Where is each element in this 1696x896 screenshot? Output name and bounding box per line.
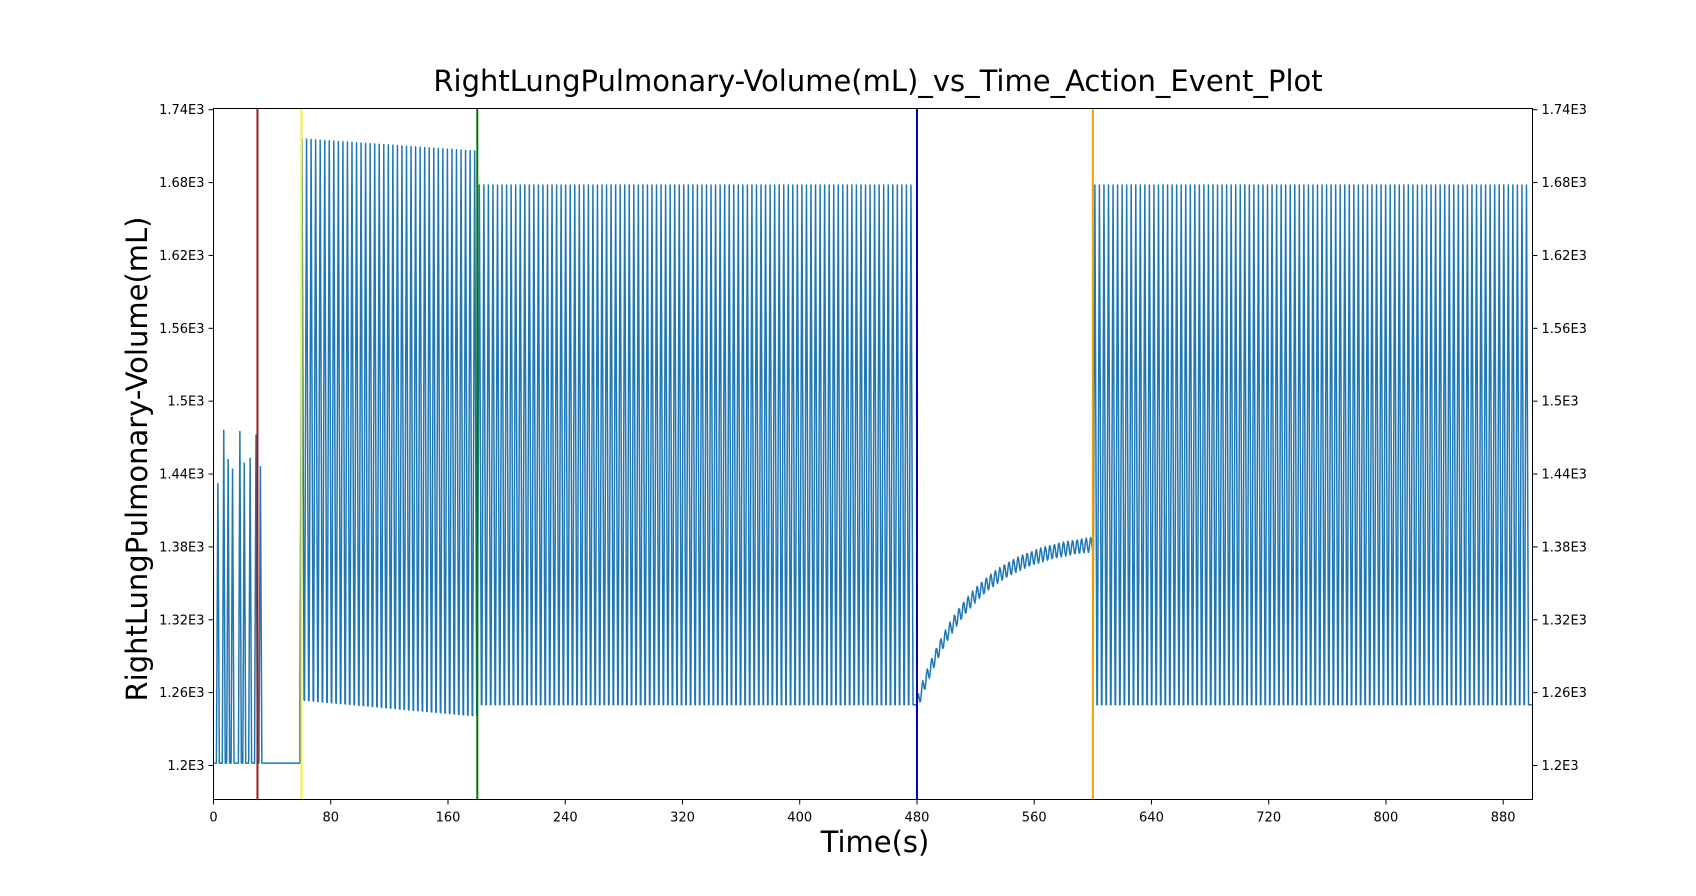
- y-tick-label-left: 1.38E3: [159, 540, 204, 555]
- x-tick-label: 320: [670, 811, 695, 826]
- y-tick-label-left: 1.56E3: [159, 322, 204, 337]
- chart-title: RightLungPulmonary-Volume(mL)_vs_Time_Ac…: [433, 64, 1322, 98]
- x-tick-label: 160: [436, 811, 461, 826]
- y-tick-label-left: 1.68E3: [159, 176, 204, 191]
- x-tick-label: 800: [1374, 811, 1399, 826]
- y-tick-label-right: 1.74E3: [1542, 103, 1587, 118]
- y-tick-label-left: 1.32E3: [159, 613, 204, 628]
- x-tick-label: 880: [1491, 811, 1516, 826]
- x-tick-label: 480: [905, 811, 930, 826]
- series-line: [213, 138, 1533, 764]
- y-tick-label-right: 1.56E3: [1542, 322, 1587, 337]
- y-tick-label-left: 1.62E3: [159, 249, 204, 264]
- y-tick-label-left: 1.44E3: [159, 468, 204, 483]
- x-tick-label: 400: [787, 811, 812, 826]
- y-tick-label-left: 1.74E3: [159, 103, 204, 118]
- y-tick-label-right: 1.2E3: [1542, 759, 1579, 774]
- y-tick-label-left: 1.26E3: [159, 686, 204, 701]
- y-tick-label-right: 1.32E3: [1542, 613, 1587, 628]
- x-tick-label: 80: [322, 811, 339, 826]
- y-tick-label-left: 1.5E3: [167, 395, 204, 410]
- x-tick-label: 560: [1022, 811, 1047, 826]
- x-tick-label: 240: [553, 811, 578, 826]
- y-axis-label: RightLungPulmonary-Volume(mL): [120, 217, 154, 702]
- x-tick-label: 0: [209, 811, 217, 826]
- plot-area: [213, 108, 1533, 800]
- x-axis-label: Time(s): [820, 825, 930, 859]
- y-tick-label-right: 1.62E3: [1542, 249, 1587, 264]
- y-tick-label-right: 1.26E3: [1542, 686, 1587, 701]
- y-tick-label-right: 1.5E3: [1542, 395, 1579, 410]
- y-tick-label-left: 1.2E3: [167, 759, 204, 774]
- axis-ticks: 0 80 160 240 320 400 480 560 640 720 800 880 1.2E3 1.…: [159, 103, 1587, 825]
- x-tick-label: 640: [1139, 811, 1164, 826]
- x-tick-label: 720: [1256, 811, 1281, 826]
- y-tick-label-right: 1.68E3: [1542, 176, 1587, 191]
- plot-frame: [213, 108, 1533, 800]
- y-tick-label-right: 1.38E3: [1542, 540, 1587, 555]
- y-tick-label-right: 1.44E3: [1542, 468, 1587, 483]
